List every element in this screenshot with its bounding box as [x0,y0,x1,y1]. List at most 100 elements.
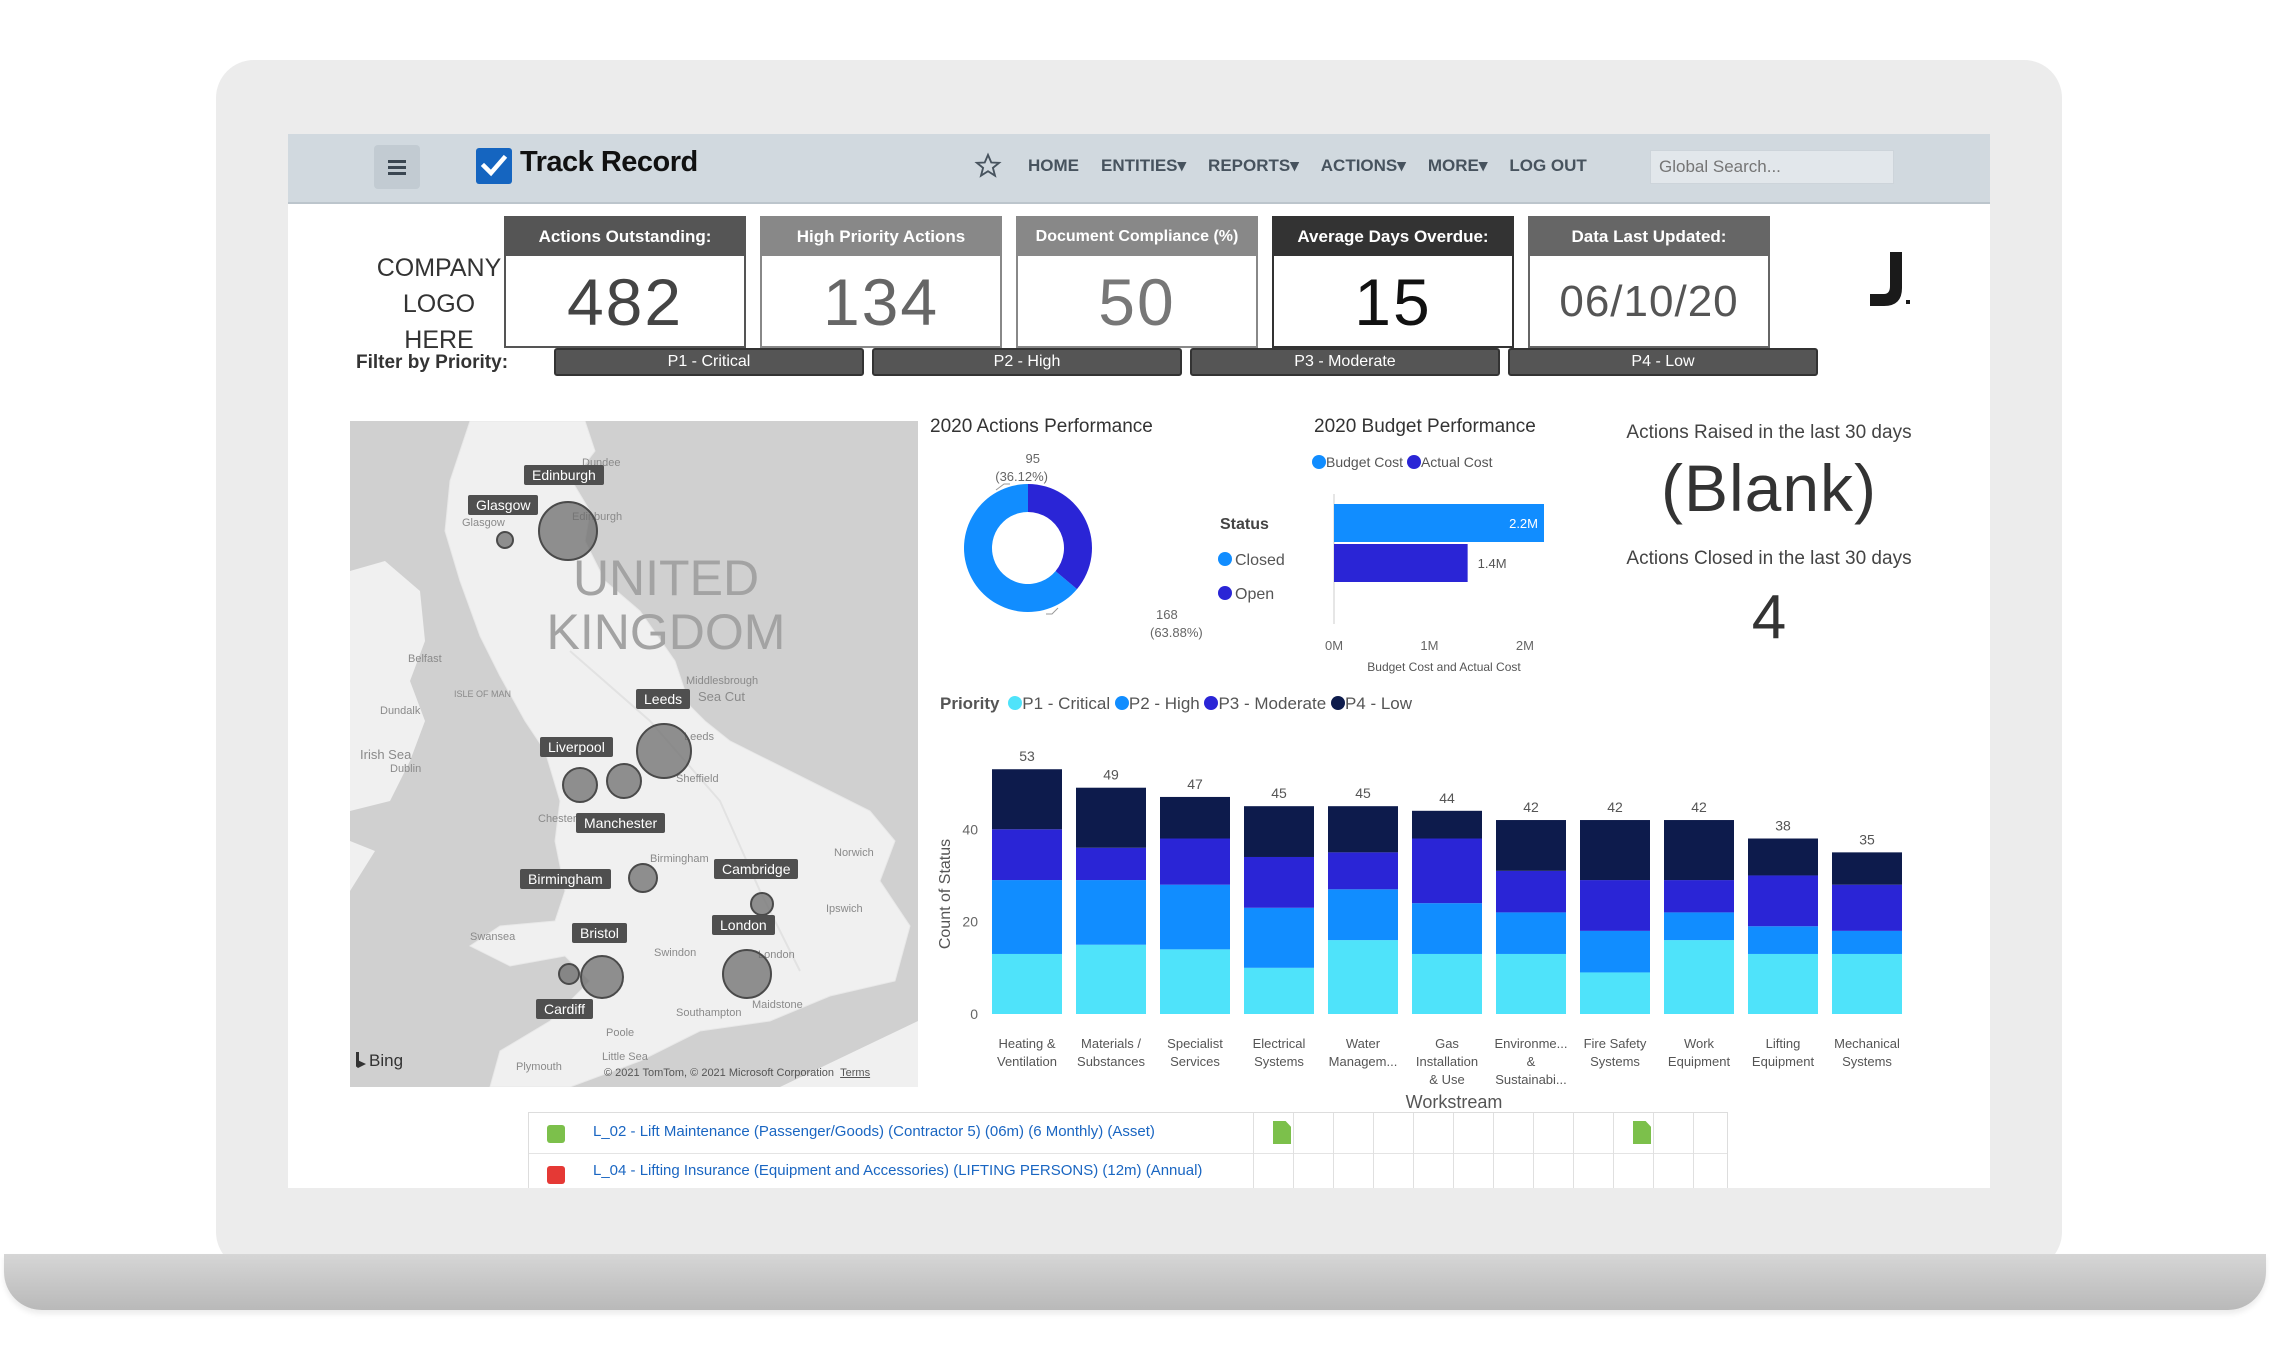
workstream-stacked-bar-chart[interactable]: Count of Status 0 20 40 53 Heating & Ventilati… [928,724,1954,1110]
budget-bar-label[interactable]: 1.4M [1478,556,1507,571]
stacked-bar-segment[interactable] [1244,856,1314,908]
stacked-bar-segment[interactable] [1748,953,1818,1014]
stacked-bar-segment[interactable] [992,953,1062,1014]
stacked-bar-segment[interactable] [1832,884,1902,931]
brand-name[interactable]: Track Record [520,146,698,178]
stacked-bar-segment[interactable] [1412,953,1482,1014]
stacked-bar-segment[interactable] [1664,940,1734,1014]
stacked-bar-segment[interactable] [1580,930,1650,973]
legend-item-closed[interactable]: Closed [1218,544,1285,578]
legend-item-open[interactable]: Open [1218,578,1285,612]
bar-total-label[interactable]: 42 [1523,799,1539,815]
stacked-bar-segment[interactable] [992,769,1062,830]
stacked-bar-segment[interactable] [1160,884,1230,950]
stacked-bar-segment[interactable] [1748,875,1818,927]
map-bubble[interactable] [750,892,774,916]
bar-total-label[interactable]: 53 [1019,748,1035,764]
city-pin-birmingham[interactable]: Birmingham [520,869,611,889]
stacked-bar-segment[interactable] [1664,820,1734,881]
stacked-bar-segment[interactable] [1580,880,1650,931]
stacked-bar-segment[interactable] [1832,930,1902,954]
terms-link[interactable]: Terms [840,1067,871,1079]
stacked-bar-segment[interactable] [1076,880,1146,945]
legend-item-p4[interactable]: P4 - Low [1330,694,1412,713]
map-bubble[interactable] [496,531,514,549]
filter-p2-button[interactable]: P2 - High [872,348,1182,376]
budget-bar-chart[interactable]: 2.2M 1.4M 0M 1M 2M [1304,494,1574,674]
city-pin-london[interactable]: London [712,915,775,935]
stacked-bar-segment[interactable] [1412,903,1482,954]
stacked-bar-segment[interactable] [1076,944,1146,1014]
kpi-high-priority[interactable]: High Priority Actions 134 [760,216,1002,348]
city-pin-glasgow[interactable]: Glasgow [468,495,539,515]
stacked-bar-segment[interactable] [1496,953,1566,1014]
filter-p4-button[interactable]: P4 - Low [1508,348,1818,376]
nav-home[interactable]: HOME [1028,156,1079,175]
stacked-bar-segment[interactable] [1496,820,1566,871]
global-search-input[interactable] [1650,150,1894,184]
stacked-bar-segment[interactable] [1244,806,1314,857]
legend-item-p3[interactable]: P3 - Moderate [1204,694,1326,713]
stacked-bar-segment[interactable] [992,829,1062,881]
stacked-bar-segment[interactable] [1328,852,1398,890]
map-bubble[interactable] [636,723,692,779]
legend-item-actual[interactable]: Actual Cost [1406,454,1493,470]
stacked-bar-segment[interactable] [1244,967,1314,1014]
city-pin-cambridge[interactable]: Cambridge [714,859,799,879]
filter-p3-button[interactable]: P3 - Moderate [1190,348,1500,376]
legend-item-p2[interactable]: P2 - High [1114,694,1200,713]
nav-more[interactable]: MORE▾ [1427,156,1488,175]
donut-slice-open[interactable] [1028,484,1092,590]
kpi-document-compliance[interactable]: Document Compliance (%) 50 [1016,216,1258,348]
kpi-average-days-overdue[interactable]: Average Days Overdue: 15 [1272,216,1514,348]
stacked-bar-segment[interactable] [1328,940,1398,1014]
row-link[interactable]: L_02 - Lift Maintenance (Passenger/Goods… [593,1123,1155,1140]
budget-bar-label[interactable]: 2.2M [1509,516,1538,531]
stacked-bar-segment[interactable] [1580,820,1650,881]
kpi-actions-outstanding[interactable]: Actions Outstanding: 482 [504,216,746,348]
nav-actions[interactable]: ACTIONS▾ [1320,156,1406,175]
stacked-bar-segment[interactable] [1076,847,1146,881]
row-link[interactable]: L_04 - Lifting Insurance (Equipment and … [593,1162,1203,1179]
bar-total-label[interactable]: 49 [1103,767,1119,783]
nav-logout[interactable]: LOG OUT [1509,156,1587,175]
uk-map[interactable]: Dundee Edinburgh Glasgow Belfast ISLE OF… [350,421,918,1087]
stacked-bar-segment[interactable] [1496,912,1566,954]
map-bubble[interactable] [562,767,598,803]
city-pin-cardiff[interactable]: Cardiff [536,999,593,1019]
stacked-bar-segment[interactable] [1328,889,1398,941]
budget-bar[interactable] [1334,504,1544,542]
map-bubble[interactable] [722,949,772,999]
stacked-bar-segment[interactable] [1580,972,1650,1014]
stacked-bar-segment[interactable] [1832,852,1902,885]
city-pin-liverpool[interactable]: Liverpool [540,737,613,757]
filter-p1-button[interactable]: P1 - Critical [554,348,864,376]
stacked-bar-segment[interactable] [1412,838,1482,904]
bar-total-label[interactable]: 42 [1691,799,1707,815]
favourite-star-icon[interactable] [974,152,1002,180]
nav-entities[interactable]: ENTITIES▾ [1101,156,1187,175]
map-bubble[interactable] [580,955,624,999]
legend-item-p1[interactable]: P1 - Critical [1008,694,1110,713]
stacked-bar-segment[interactable] [1328,806,1398,853]
legend-item-budget[interactable]: Budget Cost [1312,454,1403,470]
menu-button[interactable] [374,145,420,189]
stacked-bar-segment[interactable] [1748,926,1818,954]
map-bubble[interactable] [628,863,658,893]
city-pin-edinburgh[interactable]: Edinburgh [524,465,604,485]
stacked-bar-segment[interactable] [1160,949,1230,1014]
donut-slice-closed[interactable] [964,484,1077,612]
stacked-bar-segment[interactable] [1664,912,1734,941]
bar-total-label[interactable]: 44 [1439,790,1455,806]
stacked-bar-segment[interactable] [1664,880,1734,913]
bar-total-label[interactable]: 45 [1355,785,1371,801]
bar-total-label[interactable]: 45 [1271,785,1287,801]
actions-donut-chart[interactable] [928,440,1208,660]
map-bubble[interactable] [558,963,580,985]
city-pin-leeds[interactable]: Leeds [636,689,691,709]
table-row[interactable]: L_04 - Lifting Insurance (Equipment and … [529,1154,1727,1188]
stacked-bar-segment[interactable] [992,880,1062,954]
nav-reports[interactable]: REPORTS▾ [1208,156,1299,175]
city-pin-manchester[interactable]: Manchester [576,813,666,833]
city-pin-bristol[interactable]: Bristol [572,923,627,943]
